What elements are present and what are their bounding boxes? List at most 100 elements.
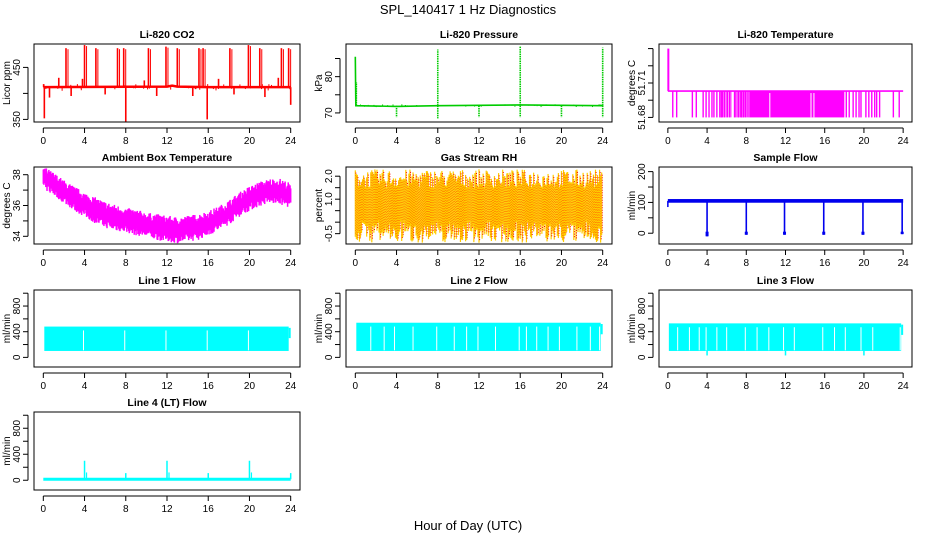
x-tick-label: 12 [161, 381, 173, 392]
x-tick-label: 0 [665, 258, 671, 269]
data-tail [901, 324, 904, 335]
plot-box [33, 411, 301, 491]
x-tick-label: 16 [203, 258, 215, 269]
y-tick-label: 80 [324, 71, 335, 83]
x-tick-label: 4 [82, 381, 88, 392]
data-drop-base [783, 231, 787, 235]
y-tick-label: 400 [324, 323, 335, 340]
y-tick-label: 100 [637, 194, 648, 211]
plot-area [356, 322, 603, 351]
x-tick-label: 12 [161, 136, 173, 147]
x-tick-label: 0 [41, 258, 47, 269]
panel-1: Li-820 CO2 Licor ppm 0 4 8 12 16 20 24 350 450 [2, 29, 301, 147]
plot-box [345, 166, 613, 245]
panel-8: Line 2 Flow ml/min 0 4 8 12 16 20 24 0 400 800 [314, 275, 613, 392]
panel-title: Gas Stream RH [441, 152, 517, 164]
x-tick-label: 0 [665, 136, 671, 147]
x-tick-label: 4 [394, 136, 400, 147]
panel-9: Line 3 Flow ml/min 0 4 8 12 16 20 24 0 400 800 [627, 275, 913, 392]
plot-box [345, 289, 613, 368]
x-tick-label: 8 [123, 504, 129, 515]
plot-area [42, 168, 292, 244]
x-tick-label: 20 [244, 136, 256, 147]
y-axis-label: ml/min [627, 191, 638, 220]
plot-box [345, 43, 613, 123]
series-baseline [43, 84, 291, 89]
x-tick-label: 24 [285, 258, 297, 269]
x-tick-label: 24 [898, 381, 910, 392]
x-tick-label: 4 [704, 258, 710, 269]
x-tick-label: 12 [780, 258, 792, 269]
x-tick-label: 16 [203, 504, 215, 515]
x-tick-label: 24 [898, 136, 910, 147]
y-axis-label: percent [314, 189, 325, 223]
plot-area [667, 48, 904, 118]
panel-10: Line 4 (LT) Flow ml/min 0 4 8 12 16 20 24 0 400 800 [2, 397, 301, 515]
data-drop-base [744, 231, 748, 235]
x-tick-label: 8 [435, 381, 441, 392]
data-band [44, 326, 289, 351]
y-tick-label: 51.71 [637, 70, 648, 95]
y-tick-label: 0 [637, 230, 648, 236]
plot-area [354, 169, 603, 243]
x-tick-label: 4 [82, 258, 88, 269]
x-tick-label: 0 [353, 136, 359, 147]
x-tick-label: 20 [858, 136, 870, 147]
y-tick-label: 1.0 [324, 192, 335, 206]
panel-5: Gas Stream RH percent 0 4 8 12 16 20 24 -0.5 1.0 2.… [314, 152, 613, 269]
plot-box [33, 166, 301, 245]
x-tick-label: 16 [819, 258, 831, 269]
x-tick-label: 24 [898, 258, 910, 269]
x-tick-label: 4 [394, 258, 400, 269]
panel-title: Line 1 Flow [138, 275, 196, 287]
y-tick-label: 400 [12, 445, 23, 462]
y-axis-label: ml/min [314, 314, 325, 343]
data-drop-base [861, 231, 865, 235]
plot-box [658, 43, 913, 123]
panel-title: Sample Flow [753, 152, 818, 164]
y-axis-label: degrees C [2, 182, 13, 228]
x-tick-label: 20 [244, 381, 256, 392]
x-tick-label: 12 [473, 258, 485, 269]
x-tick-label: 12 [473, 381, 485, 392]
y-tick-label: 0 [12, 477, 23, 483]
x-tick-label: 20 [244, 258, 256, 269]
panel-3: Li-820 Temperature degrees C 0 4 8 12 16 20 24 51… [627, 29, 913, 147]
plot-area [42, 45, 292, 122]
x-tick-label: 4 [82, 504, 88, 515]
x-tick-label: 16 [515, 136, 527, 147]
panel-7: Line 1 Flow ml/min 0 4 8 12 16 20 24 0 400 800 [2, 275, 301, 392]
data-band [356, 322, 601, 351]
panel-title: Line 4 (LT) Flow [127, 397, 207, 409]
y-tick-label: 0 [637, 354, 648, 360]
y-tick-label: 350 [12, 111, 23, 128]
y-tick-label: 400 [637, 323, 648, 340]
data-drop-base [900, 231, 904, 235]
x-tick-label: 0 [353, 258, 359, 269]
panel-title: Li-820 Temperature [737, 29, 833, 41]
x-tick-label: 16 [819, 136, 831, 147]
plot-box [33, 43, 301, 123]
x-tick-label: 16 [203, 381, 215, 392]
panel-title: Li-820 Pressure [440, 29, 518, 41]
y-tick-label: 2.0 [324, 169, 335, 183]
x-axis-caption: Hour of Day (UTC) [413, 518, 523, 533]
x-tick-label: 16 [819, 381, 831, 392]
x-tick-label: 8 [123, 136, 129, 147]
plot-box [658, 289, 913, 368]
plot-area [667, 199, 904, 237]
plot-area [668, 323, 904, 356]
y-tick-label: 400 [12, 323, 23, 340]
y-tick-label: 0 [324, 354, 335, 360]
y-tick-label: 36 [12, 200, 23, 212]
series-baseline [667, 199, 904, 203]
x-tick-label: 8 [123, 381, 129, 392]
x-tick-label: 0 [41, 136, 47, 147]
panel-title: Ambient Box Temperature [102, 152, 233, 164]
x-tick-label: 8 [744, 381, 750, 392]
x-tick-label: 20 [556, 258, 568, 269]
y-axis-label: kPa [314, 74, 325, 92]
x-tick-label: 24 [285, 504, 297, 515]
x-tick-label: 12 [780, 381, 792, 392]
x-tick-label: 20 [858, 381, 870, 392]
